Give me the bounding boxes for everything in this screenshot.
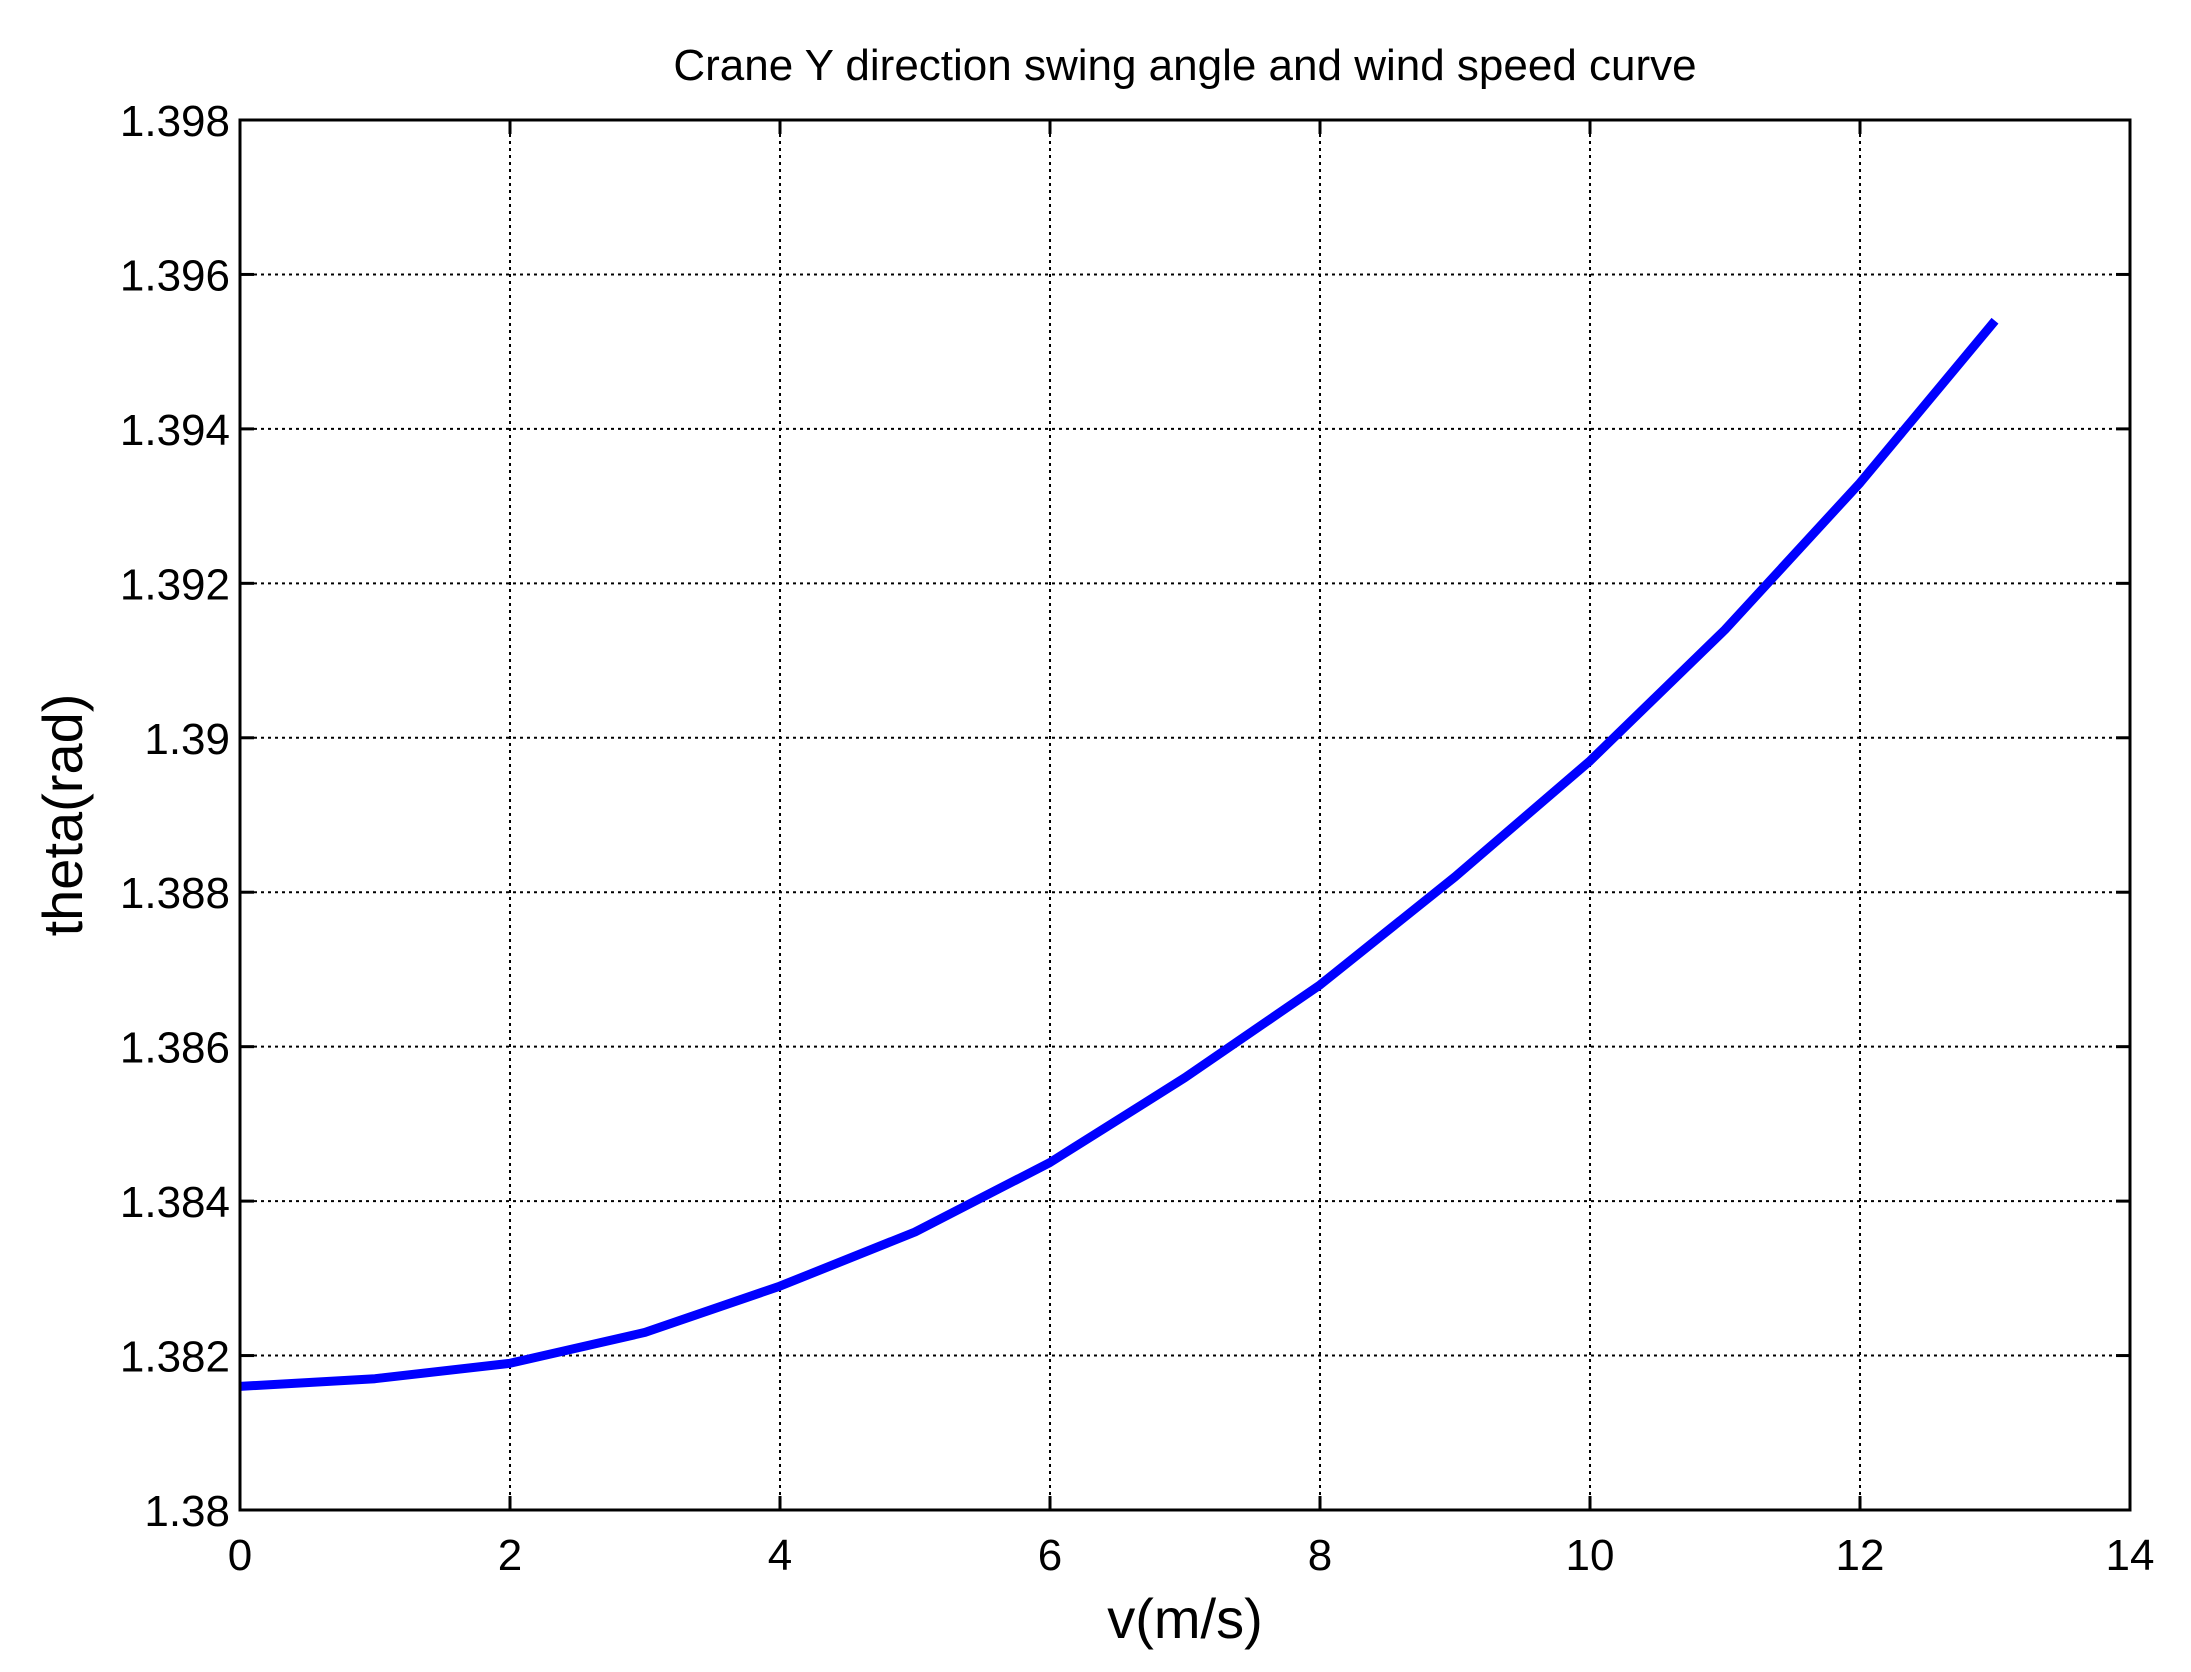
series-layer bbox=[239, 317, 1999, 1391]
y-tick-labels: 1.38 1.382 1.384 1.386 1.388 1.39 1.392 1.394 1.… bbox=[120, 97, 230, 1536]
x-tick-label: 14 bbox=[2106, 1531, 2155, 1580]
grid-layer bbox=[240, 120, 2130, 1510]
y-tick-label: 1.38 bbox=[144, 1487, 230, 1536]
y-tick-label: 1.39 bbox=[144, 715, 230, 764]
x-tick-label: 4 bbox=[768, 1531, 792, 1580]
x-tick-label: 6 bbox=[1038, 1531, 1062, 1580]
y-tick-label: 1.386 bbox=[120, 1024, 230, 1073]
y-tick-label: 1.394 bbox=[120, 406, 230, 455]
x-tick-label: 0 bbox=[228, 1531, 252, 1580]
axes-box bbox=[238, 118, 2132, 1512]
series-line bbox=[239, 317, 1999, 1391]
y-tick-label: 1.388 bbox=[120, 869, 230, 918]
y-tick-label: 1.382 bbox=[120, 1333, 230, 1382]
x-tick-label: 12 bbox=[1836, 1531, 1885, 1580]
x-tick-label: 2 bbox=[498, 1531, 522, 1580]
ticks-layer bbox=[238, 118, 2132, 1512]
x-tick-labels: 0 2 4 6 8 10 12 14 bbox=[228, 1531, 2155, 1580]
y-tick-label: 1.384 bbox=[120, 1178, 230, 1227]
y-tick-label: 1.398 bbox=[120, 97, 230, 146]
y-tick-label: 1.392 bbox=[120, 560, 230, 609]
x-axis-label: v(m/s) bbox=[1107, 1587, 1263, 1650]
y-tick-label: 1.396 bbox=[120, 251, 230, 300]
plot-area bbox=[240, 120, 2130, 1510]
x-tick-label: 8 bbox=[1308, 1531, 1332, 1580]
y-axis-label: theta(rad) bbox=[31, 694, 94, 937]
chart-title: Crane Y direction swing angle and wind s… bbox=[673, 41, 1696, 90]
x-tick-label: 10 bbox=[1566, 1531, 1615, 1580]
